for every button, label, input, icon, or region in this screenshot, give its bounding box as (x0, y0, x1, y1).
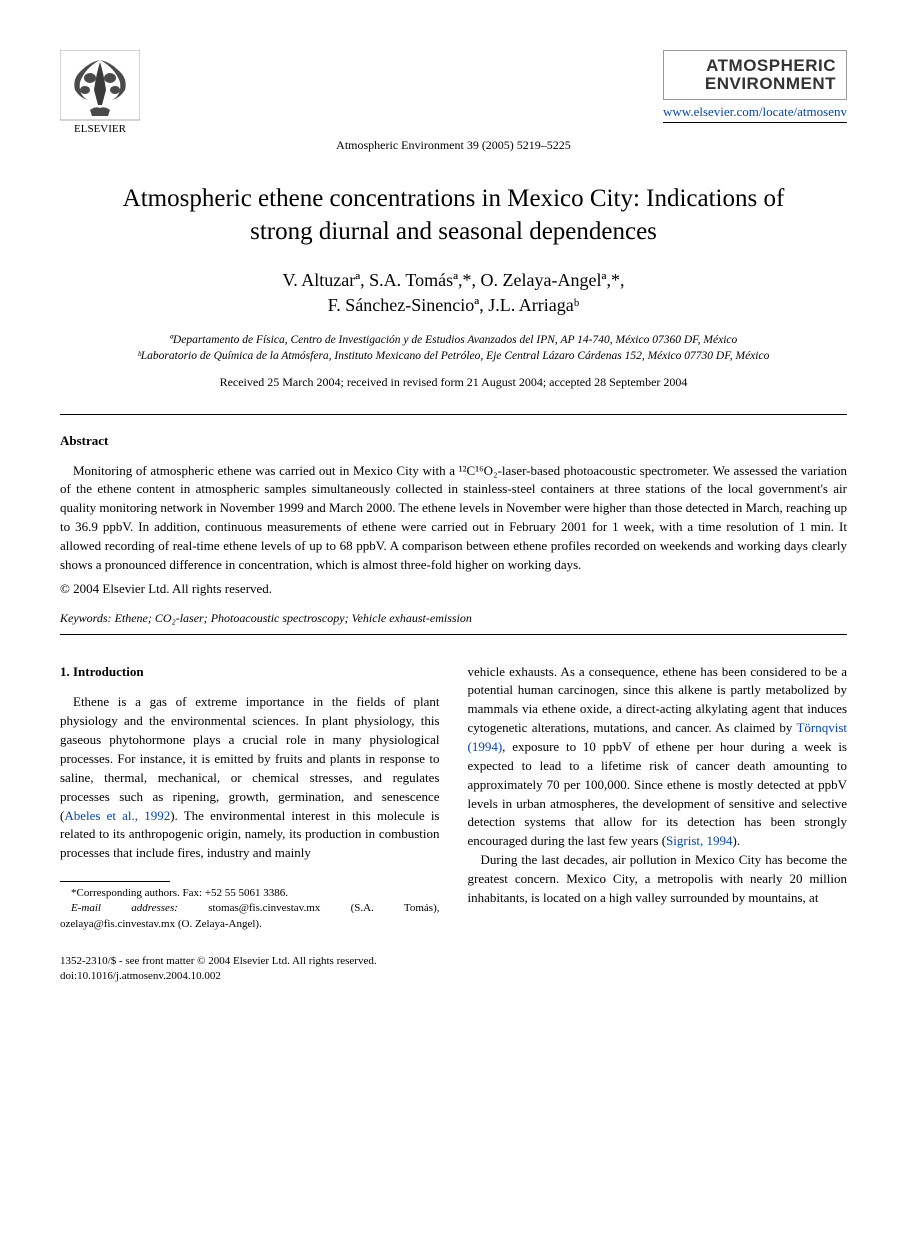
page-footer: 1352-2310/$ - see front matter © 2004 El… (60, 954, 847, 984)
publisher-logo-block: ELSEVIER (60, 50, 140, 140)
intro-paragraph-1-cont: vehicle exhausts. As a consequence, ethe… (468, 663, 848, 851)
intro-paragraph-1: Ethene is a gas of extreme importance in… (60, 693, 440, 863)
journal-name-line2: ENVIRONMENT (674, 75, 836, 93)
column-left: 1. Introduction Ethene is a gas of extre… (60, 663, 440, 933)
footer-doi: doi:10.1016/j.atmosenv.2004.10.002 (60, 969, 847, 984)
authors-line-1: V. Altuzarª, S.A. Tomásª,*, O. Zelaya-An… (283, 270, 625, 290)
author-list: V. Altuzarª, S.A. Tomásª,*, O. Zelaya-An… (60, 268, 847, 318)
keywords-line: Keywords: Ethene; CO₂-laser; Photoacoust… (60, 611, 847, 626)
journal-url[interactable]: www.elsevier.com/locate/atmosenv (663, 104, 847, 120)
corresponding-line: *Corresponding authors. Fax: +52 55 5061… (71, 887, 288, 899)
paper-title: Atmospheric ethene concentrations in Mex… (100, 183, 807, 248)
publisher-name: ELSEVIER (74, 123, 127, 135)
journal-name-line1: ATMOSPHERIC (674, 57, 836, 75)
intro-text-2a: vehicle exhausts. As a consequence, ethe… (468, 664, 848, 736)
intro-text-2c: ). (733, 833, 741, 848)
elsevier-tree-icon: ELSEVIER (60, 50, 140, 135)
footnote-separator (60, 881, 170, 882)
abstract-body: Monitoring of atmospheric ethene was car… (60, 462, 847, 575)
citation-line: Atmospheric Environment 39 (2005) 5219–5… (60, 138, 847, 153)
corresponding-footnote: *Corresponding authors. Fax: +52 55 5061… (60, 886, 440, 901)
keywords-label: Keywords: (60, 611, 112, 625)
link-underline (663, 122, 847, 123)
citation-sigrist[interactable]: Sigrist, 1994 (666, 833, 732, 848)
authors-line-2: F. Sánchez-Sinencioª, J.L. Arriagaᵇ (328, 295, 580, 315)
article-dates: Received 25 March 2004; received in revi… (60, 375, 847, 390)
column-right: vehicle exhausts. As a consequence, ethe… (468, 663, 848, 933)
footer-copyright: 1352-2310/$ - see front matter © 2004 El… (60, 954, 847, 969)
body-columns: 1. Introduction Ethene is a gas of extre… (60, 663, 847, 933)
affiliation-a: ªDepartamento de Física, Centro de Inves… (60, 332, 847, 348)
section-1-heading: 1. Introduction (60, 663, 440, 682)
abstract-copyright: © 2004 Elsevier Ltd. All rights reserved… (60, 581, 847, 597)
affiliations: ªDepartamento de Física, Centro de Inves… (60, 332, 847, 364)
intro-text-2b: , exposure to 10 ppbV of ethene per hour… (468, 739, 848, 848)
abstract-heading: Abstract (60, 433, 847, 449)
keywords-text: Ethene; CO₂-laser; Photoacoustic spectro… (112, 611, 472, 625)
paper-page: ELSEVIER ATMOSPHERIC ENVIRONMENT www.els… (0, 0, 907, 1024)
divider-bottom (60, 634, 847, 635)
header-row: ELSEVIER ATMOSPHERIC ENVIRONMENT www.els… (60, 50, 847, 140)
intro-text-1a: Ethene is a gas of extreme importance in… (60, 694, 440, 822)
intro-paragraph-2: During the last decades, air pollution i… (468, 851, 848, 908)
citation-abeles[interactable]: Abeles et al., 1992 (64, 808, 170, 823)
email-footnote: E-mail addresses: stomas@fis.cinvestav.m… (60, 901, 440, 932)
divider-top (60, 414, 847, 415)
affiliation-b: ᵇLaboratorio de Química de la Atmósfera,… (60, 348, 847, 364)
email-label: E-mail addresses: (71, 902, 178, 914)
journal-title-box: ATMOSPHERIC ENVIRONMENT www.elsevier.com… (663, 50, 847, 123)
